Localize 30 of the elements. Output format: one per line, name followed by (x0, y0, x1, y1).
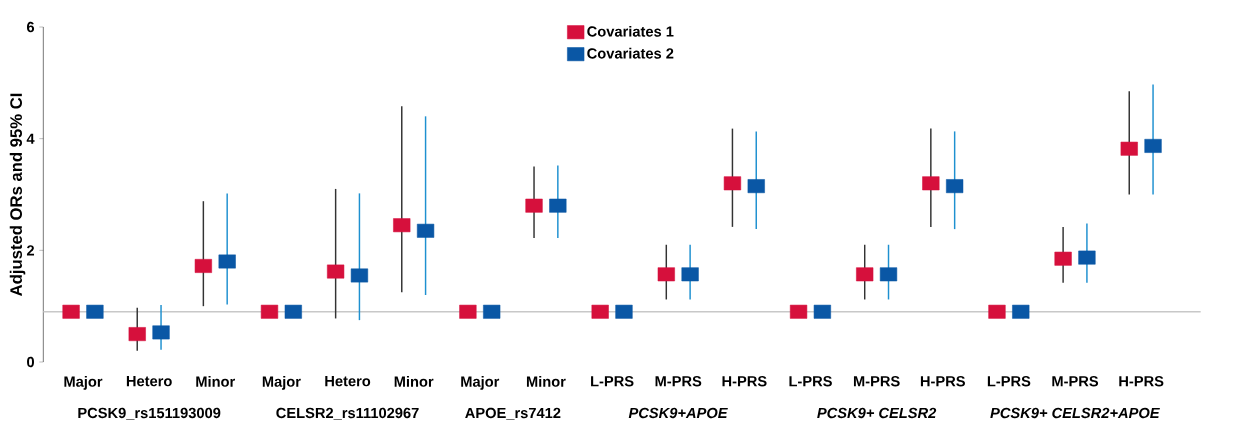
x-tick-label: Minor (196, 376, 236, 387)
text: PCSK9+ CELSR2+APOE (990, 407, 1160, 419)
x-tick-label: Minor (526, 376, 566, 387)
x-tick-label: Hetero (325, 376, 371, 387)
legend-label: Covariates 1 (587, 25, 674, 37)
y-axis-title: Adjusted ORs and 95% CI (9, 93, 26, 296)
y-tick-label: 4 (26, 133, 35, 144)
x-tick-label: Major (461, 376, 500, 390)
x-tick-label: Major (262, 376, 301, 390)
x-tick-label: L-PRS (591, 376, 634, 387)
x-tick-label: Major (64, 376, 103, 390)
text: PCSK9+ CELSR2 (817, 407, 937, 419)
x-tick-label: Minor (394, 376, 434, 387)
y-tick-label: 6 (27, 21, 35, 33)
x-tick-label: M-PRS (1052, 376, 1099, 387)
x-tick-label: L-PRS (789, 376, 832, 387)
x-tick-label: Hetero (126, 376, 172, 387)
x-tick-label: L-PRS (987, 376, 1031, 387)
text: CELSR2_rs11102967 (276, 407, 419, 420)
legend-label: Covariates 2 (587, 47, 674, 59)
x-tick-label: H-PRS (1119, 376, 1164, 387)
y-tick-label: 2 (26, 245, 35, 256)
text: PCSK9+APOE (628, 407, 728, 419)
y-tick-label: 0 (27, 356, 34, 368)
text: PCSK9_rs151193009 (78, 407, 221, 420)
x-tick-label: H-PRS (722, 376, 767, 387)
text: APOE_rs7412 (465, 407, 561, 420)
x-tick-label: M-PRS (655, 376, 702, 387)
x-tick-label: M-PRS (853, 376, 900, 387)
x-tick-label: H-PRS (920, 376, 965, 387)
